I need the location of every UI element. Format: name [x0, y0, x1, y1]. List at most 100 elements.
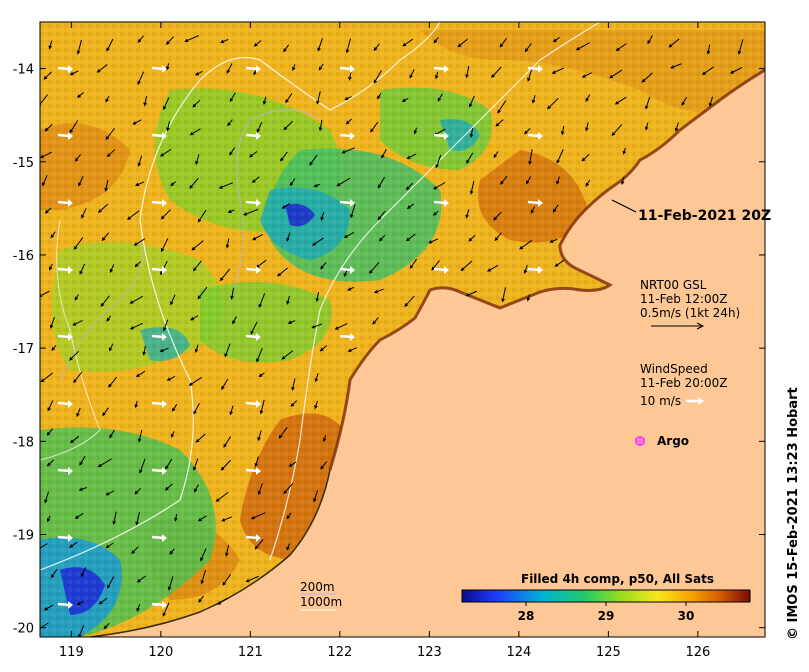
current-arrow-head — [681, 101, 685, 106]
current-arrow — [491, 66, 502, 78]
current-arrow-head — [72, 322, 77, 326]
current-arrow-head — [256, 358, 260, 363]
current-arrow-head — [341, 150, 346, 154]
current-arrow-head — [432, 212, 437, 216]
current-arrow-head — [49, 266, 53, 271]
colorbar-tick-label: 28 — [518, 609, 535, 623]
current-arrow-head — [134, 490, 139, 495]
current-legend-source: NRT00 GSL — [640, 278, 707, 292]
current-arrow-head — [192, 267, 197, 272]
current-arrow-head — [229, 98, 234, 103]
current-arrow-head — [336, 182, 341, 187]
current-arrow — [251, 512, 266, 520]
current-arrow-head — [164, 486, 169, 491]
current-arrow-head — [232, 320, 236, 325]
current-arrow — [466, 290, 478, 297]
current-arrow — [101, 232, 110, 241]
current-arrow — [189, 376, 202, 386]
current-arrow-head — [283, 48, 287, 53]
current-arrow — [256, 121, 263, 133]
current-arrow-head — [222, 581, 226, 586]
current-arrow-head — [287, 320, 292, 324]
current-arrow-head — [103, 625, 108, 630]
current-arrow-head — [74, 515, 79, 519]
current-arrow-head — [317, 47, 321, 52]
current-arrow-head — [104, 187, 108, 192]
current-arrow-head — [170, 433, 175, 438]
current-arrow-head — [585, 127, 589, 132]
colorbar: Filled 4h comp, p50, All Sats 28 29 30 — [461, 572, 751, 623]
current-legend-time: 11-Feb 12:00Z — [640, 292, 727, 306]
current-arrow — [221, 516, 233, 522]
current-arrow-head — [620, 180, 625, 186]
current-arrow — [346, 38, 352, 53]
current-arrow — [257, 430, 262, 441]
current-arrow-head — [556, 159, 560, 164]
wind-arrow-head — [162, 266, 167, 274]
current-arrow-head — [76, 50, 81, 55]
current-arrow — [197, 286, 208, 299]
current-arrow — [561, 125, 565, 135]
current-arrow-head — [48, 45, 52, 50]
current-arrow-head — [526, 297, 531, 302]
current-arrow-head — [191, 246, 196, 251]
current-arrow — [49, 40, 53, 49]
current-arrow-head — [373, 47, 378, 52]
current-arrow-head — [36, 548, 39, 551]
current-arrow — [312, 323, 323, 329]
current-arrow — [615, 96, 627, 105]
current-arrow-head — [160, 215, 165, 220]
wind-arrow-head — [68, 601, 73, 609]
current-arrow — [552, 67, 564, 74]
current-arrow-head — [283, 126, 288, 131]
y-tick-label: -19 — [13, 529, 34, 544]
depth-legend: 200m 1000m — [300, 580, 342, 611]
current-arrow — [524, 128, 531, 134]
current-arrow-head — [262, 100, 267, 105]
current-arrow — [675, 122, 679, 132]
wind-legend-scale: 10 m/s — [640, 394, 681, 408]
current-arrow-head — [160, 153, 164, 157]
current-arrow — [337, 177, 351, 187]
current-arrow — [81, 567, 87, 577]
current-arrow — [621, 176, 625, 185]
current-arrow-head — [197, 295, 202, 300]
current-arrow-head — [644, 105, 649, 110]
current-arrow-head — [311, 325, 316, 329]
current-arrow-head — [493, 154, 498, 159]
current-arrow-head — [433, 186, 438, 190]
current-arrow-head — [253, 71, 257, 76]
current-arrow-head — [170, 182, 175, 187]
current-arrow — [321, 212, 325, 220]
current-arrow-head — [500, 180, 504, 185]
current-arrow-head — [97, 463, 102, 468]
wind-arrow-head — [162, 534, 167, 542]
current-arrow-head — [409, 74, 413, 79]
current-arrow-head — [378, 237, 383, 242]
current-arrow — [317, 38, 323, 51]
current-arrow — [79, 456, 86, 466]
current-arrow — [69, 541, 78, 548]
current-arrow-head — [74, 157, 79, 162]
current-arrow-head — [226, 69, 230, 74]
kimberley-land — [90, 22, 765, 637]
current-arrow-head — [46, 462, 51, 467]
current-arrow-head — [381, 154, 385, 159]
current-arrow-head — [285, 99, 289, 104]
current-arrow — [289, 461, 297, 467]
current-arrow — [402, 38, 414, 47]
current-arrow-head — [106, 47, 110, 52]
current-arrow — [107, 576, 115, 589]
current-arrow-head — [217, 601, 222, 605]
current-arrow — [40, 543, 48, 549]
current-arrow — [466, 152, 474, 164]
current-arrow — [286, 232, 291, 241]
current-arrow-head — [469, 190, 474, 195]
current-arrow-head — [319, 347, 324, 352]
current-arrow-head — [106, 153, 111, 158]
current-arrow — [344, 231, 355, 238]
current-arrow — [283, 44, 290, 52]
current-arrow-head — [131, 550, 135, 555]
current-arrow-head — [162, 612, 166, 617]
current-arrow — [526, 176, 532, 184]
